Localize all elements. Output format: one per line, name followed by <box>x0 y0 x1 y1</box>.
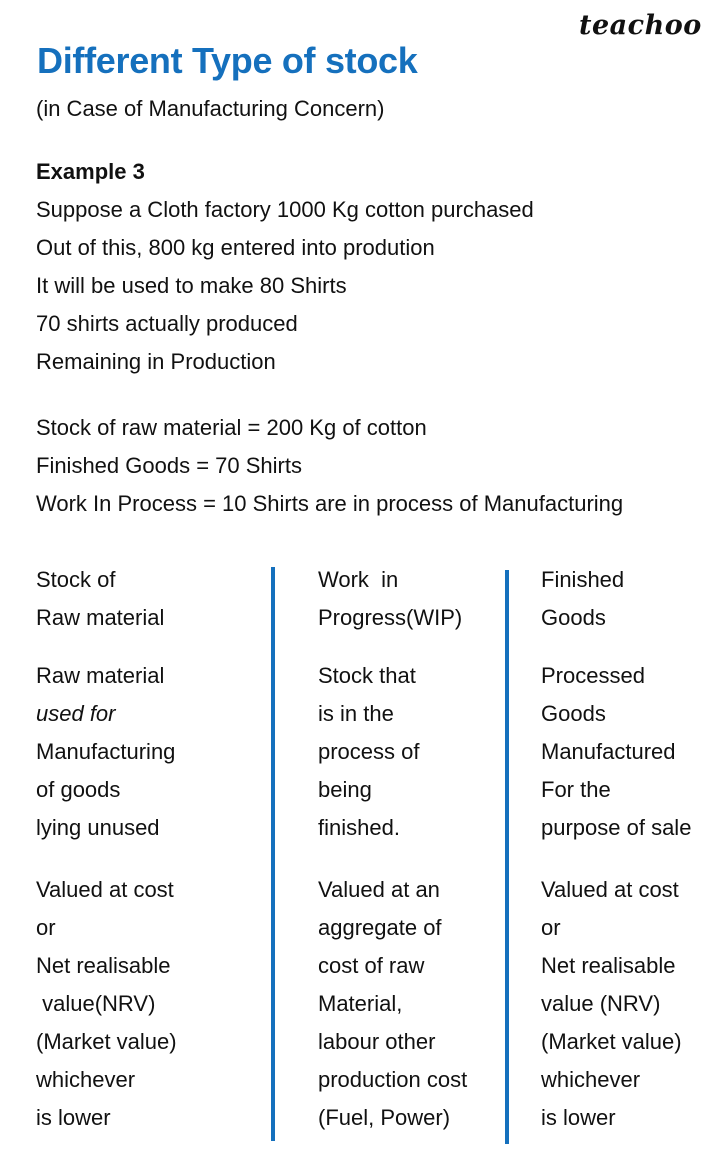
example-line: 70 shirts actually produced <box>36 311 298 336</box>
column-description: lying unused <box>36 815 160 840</box>
column-valuation: Valued at cost <box>36 877 174 902</box>
column-valuation: Material, <box>318 991 403 1016</box>
column-heading: Progress(WIP) <box>318 605 463 630</box>
column-valuation: labour other <box>318 1029 436 1054</box>
column-valuation: production cost <box>318 1067 468 1092</box>
column-finished-goods: Finished Goods Processed Goods Manufactu… <box>541 561 691 1137</box>
summary-block: Stock of raw material = 200 Kg of cotton… <box>36 409 623 523</box>
column-valuation: Valued at cost <box>541 877 679 902</box>
column-description: Stock that <box>318 663 416 688</box>
column-heading: Stock of <box>36 567 116 592</box>
column-valuation: Net realisable <box>36 953 171 978</box>
column-description: For the <box>541 777 611 802</box>
example-line: Out of this, 800 kg entered into produti… <box>36 235 435 260</box>
column-valuation: value (NRV) <box>541 991 661 1016</box>
column-valuation: whichever <box>541 1067 641 1092</box>
column-description: process of <box>318 739 420 764</box>
column-valuation: is lower <box>36 1105 111 1130</box>
column-description: of goods <box>36 777 121 802</box>
summary-line: Finished Goods = 70 Shirts <box>36 453 302 478</box>
column-valuation: (Fuel, Power) <box>318 1105 451 1130</box>
example-line: Suppose a Cloth factory 1000 Kg cotton p… <box>36 197 534 222</box>
teachoo-logo: teachoo <box>579 10 702 41</box>
column-valuation: or <box>36 915 56 940</box>
column-valuation: value(NRV) <box>36 991 156 1016</box>
column-valuation: (Market value) <box>36 1029 177 1054</box>
page-title: Different Type of stock <box>37 40 418 81</box>
column-description: finished. <box>318 815 400 840</box>
column-valuation: aggregate of <box>318 915 442 940</box>
column-valuation: whichever <box>36 1067 136 1092</box>
page-subtitle: (in Case of Manufacturing Concern) <box>36 96 385 121</box>
column-description: Manufacturing <box>36 739 176 764</box>
summary-line: Stock of raw material = 200 Kg of cotton <box>36 415 427 440</box>
italic-text: used for <box>36 701 116 726</box>
column-description: Manufactured <box>541 739 676 764</box>
column-heading: Work in <box>318 567 399 592</box>
column-valuation: cost of raw <box>318 953 425 978</box>
column-divider <box>505 570 509 1144</box>
column-heading: Finished <box>541 567 625 592</box>
column-description: is in the <box>318 701 394 726</box>
example-line: It will be used to make 80 Shirts <box>36 273 347 298</box>
column-valuation: (Market value) <box>541 1029 682 1054</box>
column-description: Raw material <box>36 663 165 688</box>
example-block: Example 3 Suppose a Cloth factory 1000 K… <box>36 153 534 381</box>
column-description: Goods <box>541 701 606 726</box>
summary-line: Work In Process = 10 Shirts are in proce… <box>36 491 624 516</box>
column-heading: Raw material <box>36 605 165 630</box>
column-description: used for <box>36 695 177 733</box>
column-divider <box>271 567 275 1141</box>
example-line: Remaining in Production <box>36 349 276 374</box>
column-valuation: Valued at an <box>318 877 440 902</box>
column-raw-material: Stock of Raw material Raw material used … <box>36 561 177 1137</box>
column-valuation: or <box>541 915 561 940</box>
column-valuation: Net realisable <box>541 953 676 978</box>
column-heading: Goods <box>541 605 606 630</box>
column-description: Processed <box>541 663 645 688</box>
column-wip: Work in Progress(WIP) Stock that is in t… <box>318 561 467 1137</box>
column-description: being <box>318 777 372 802</box>
column-description: purpose of sale <box>541 815 692 840</box>
example-heading: Example 3 <box>36 159 145 184</box>
column-valuation: is lower <box>541 1105 616 1130</box>
